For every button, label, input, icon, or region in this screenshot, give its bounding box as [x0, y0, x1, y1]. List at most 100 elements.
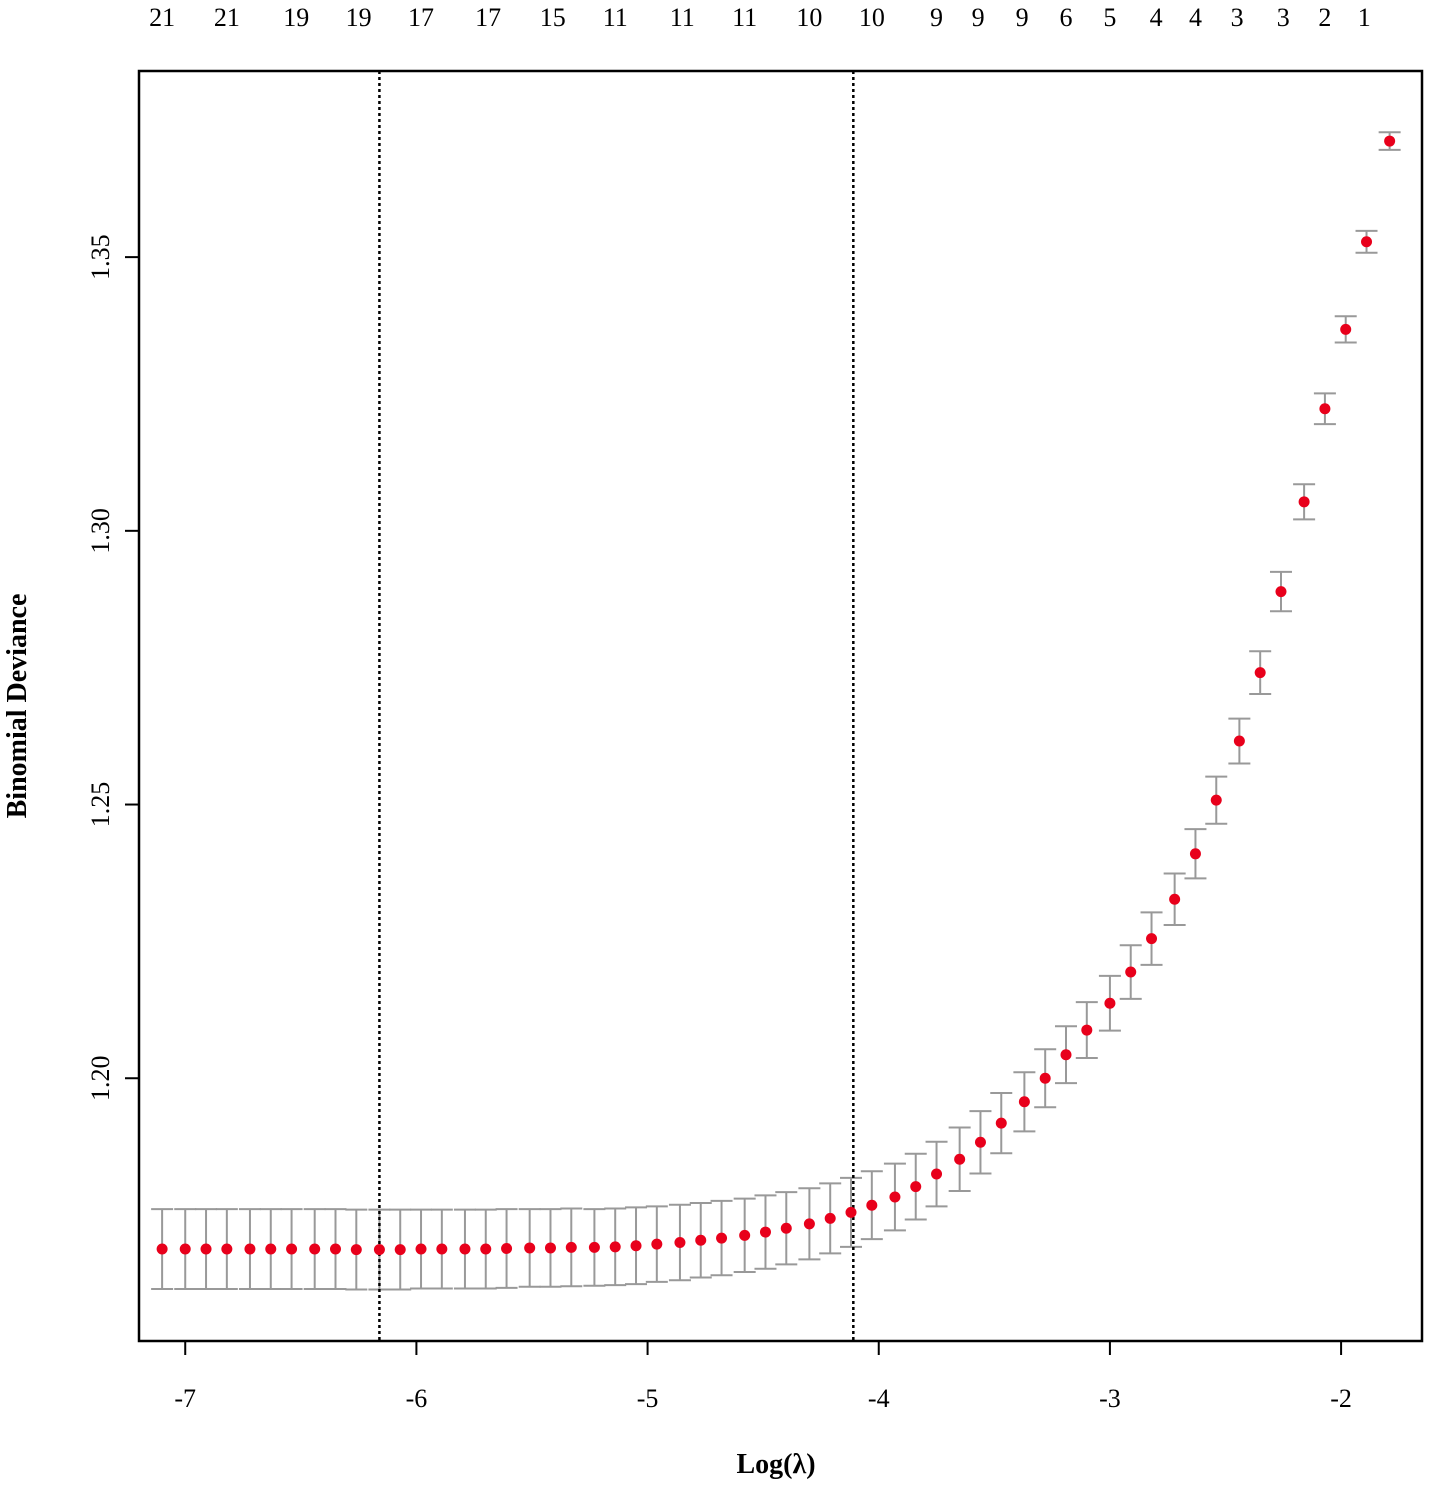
data-point	[866, 1199, 878, 1211]
data-point	[1060, 1049, 1072, 1061]
data-point	[200, 1243, 212, 1255]
data-point	[394, 1244, 406, 1256]
top-axis-label: 11	[603, 3, 628, 32]
top-axis-label: 1	[1358, 3, 1371, 32]
data-point	[1018, 1096, 1030, 1108]
top-axis-label: 19	[283, 3, 309, 32]
x-tick-label: -2	[1330, 1384, 1352, 1413]
top-axis-label: 11	[670, 3, 695, 32]
top-axis-label: 3	[1231, 3, 1244, 32]
data-point	[1254, 667, 1266, 679]
data-point	[780, 1222, 792, 1234]
reference-lines	[378, 71, 855, 1341]
top-axis-label: 9	[930, 3, 943, 32]
data-point	[716, 1232, 728, 1244]
x-axis: -7 -6 -5 -4 -3 -2	[174, 1340, 1352, 1413]
data-point	[1319, 403, 1331, 415]
x-tick-label: -4	[868, 1384, 890, 1413]
data-point	[565, 1241, 577, 1253]
top-axis-label: 21	[149, 3, 175, 32]
data-point	[524, 1242, 536, 1254]
data-point	[845, 1206, 857, 1218]
x-tick-label: -7	[174, 1384, 196, 1413]
data-point	[674, 1236, 686, 1248]
data-point	[459, 1243, 471, 1255]
top-axis-label: 9	[1016, 3, 1029, 32]
data-point	[480, 1243, 492, 1255]
data-point	[1275, 586, 1287, 598]
top-axis-label: 2	[1318, 3, 1331, 32]
y-tick-label: 1.20	[86, 1055, 115, 1101]
data-point	[501, 1242, 513, 1254]
x-tick-label: -6	[406, 1384, 428, 1413]
y-axis: 1.20 1.25 1.30 1.35	[86, 234, 140, 1101]
data-point	[954, 1153, 966, 1165]
data-point	[630, 1240, 642, 1252]
top-axis-label: 4	[1189, 3, 1202, 32]
top-axis-label: 11	[732, 3, 757, 32]
data-point	[824, 1212, 836, 1224]
data-point	[910, 1181, 922, 1193]
data-point	[1189, 848, 1201, 860]
top-axis-label: 10	[796, 3, 822, 32]
top-axis-label: 3	[1277, 3, 1290, 32]
data-point	[974, 1136, 986, 1148]
data-point	[1125, 966, 1137, 978]
y-tick-label: 1.25	[86, 782, 115, 828]
data-point	[309, 1243, 321, 1255]
data-point	[1146, 933, 1158, 945]
data-point	[995, 1117, 1007, 1129]
plot-frame	[137, 69, 1424, 1343]
top-axis-label: 4	[1150, 3, 1163, 32]
data-point	[803, 1218, 815, 1230]
data-point	[1081, 1024, 1093, 1036]
data-points	[156, 135, 1396, 1256]
data-point	[1169, 893, 1181, 905]
data-point	[1233, 735, 1245, 747]
data-point	[651, 1238, 663, 1250]
data-point	[544, 1242, 556, 1254]
data-point	[244, 1243, 256, 1255]
data-point	[1298, 496, 1310, 508]
data-point	[373, 1244, 385, 1256]
data-point	[1039, 1072, 1051, 1084]
data-point	[415, 1243, 427, 1255]
data-point	[931, 1168, 943, 1180]
data-point	[1104, 997, 1116, 1009]
data-point	[588, 1241, 600, 1253]
error-bars	[151, 131, 1401, 1291]
data-point	[1340, 323, 1352, 335]
x-axis-title: Log(λ)	[736, 1449, 815, 1480]
data-point	[1361, 236, 1373, 248]
data-point	[889, 1191, 901, 1203]
top-axis-label: 6	[1059, 3, 1072, 32]
top-axis-label: 19	[346, 3, 372, 32]
x-tick-label: -5	[637, 1384, 659, 1413]
data-point	[609, 1241, 621, 1253]
top-axis-label: 17	[475, 3, 501, 32]
data-point	[759, 1226, 771, 1238]
top-axis-label: 5	[1103, 3, 1116, 32]
top-axis-label: 15	[540, 3, 566, 32]
top-axis-label: 21	[214, 3, 240, 32]
data-point	[436, 1243, 448, 1255]
y-tick-label: 1.30	[86, 508, 115, 554]
data-point	[265, 1243, 277, 1255]
y-tick-label: 1.35	[86, 234, 115, 280]
top-axis-label: 9	[972, 3, 985, 32]
top-axis-label: 10	[859, 3, 885, 32]
x-tick-label: -3	[1099, 1384, 1121, 1413]
data-point	[286, 1243, 298, 1255]
data-point	[329, 1243, 341, 1255]
data-point	[221, 1243, 233, 1255]
data-point	[350, 1244, 362, 1256]
data-point	[695, 1234, 707, 1246]
top-axis-labels: 21 21 19 19 17 17 15 11 11 11 10 10 9 9 9 6 5 4 4 3 3 2 1	[149, 3, 1371, 32]
data-point	[1210, 794, 1222, 806]
data-point	[739, 1229, 751, 1241]
top-axis-label: 17	[408, 3, 434, 32]
data-point	[156, 1243, 168, 1255]
y-axis-title: Binomial Deviance	[2, 594, 33, 819]
data-point	[179, 1243, 191, 1255]
